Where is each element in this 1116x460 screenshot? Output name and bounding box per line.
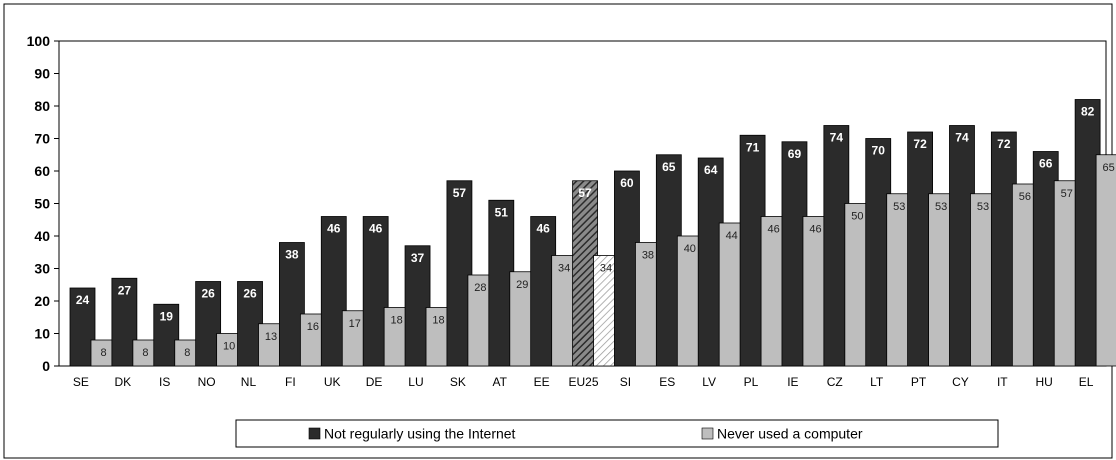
data-label-not-using-internet: 69 (788, 147, 802, 161)
x-tick-label: IS (159, 375, 170, 389)
bar-never-used-computer (1095, 154, 1116, 367)
data-label-never-used-computer: 53 (935, 201, 947, 213)
data-label-never-used-computer: 29 (516, 279, 528, 291)
data-label-never-used-computer: 50 (851, 211, 863, 223)
data-label-not-using-internet: 57 (453, 186, 467, 200)
data-label-not-using-internet: 46 (369, 222, 383, 236)
x-tick-label: FI (285, 375, 296, 389)
y-tick-label: 80 (34, 98, 50, 114)
data-label-never-used-computer: 53 (893, 201, 905, 213)
data-label-never-used-computer: 8 (100, 347, 106, 359)
data-label-never-used-computer: 38 (642, 250, 654, 262)
x-tick-label: NL (241, 375, 257, 389)
data-label-not-using-internet: 46 (537, 222, 551, 236)
x-axis: SE DK IS NO NL FI UK DE LU SK AT EE EU25 SI ES LV PL IE CZ… (73, 375, 1094, 389)
y-tick-label: 60 (34, 163, 50, 179)
bar-not-using-internet (278, 242, 305, 367)
x-tick-label: ES (659, 375, 675, 389)
legend-label-computer: Never used a computer (717, 426, 863, 442)
x-tick-label: SE (73, 375, 89, 389)
x-tick-label: DE (366, 375, 383, 389)
x-tick-label: HU (1036, 375, 1053, 389)
y-axis: 0 10 20 30 40 50 60 70 80 90 100 (27, 33, 59, 374)
x-tick-label: IE (787, 375, 798, 389)
data-label-not-using-internet: 60 (620, 176, 634, 190)
data-label-not-using-internet: 71 (746, 140, 760, 154)
y-tick-label: 40 (34, 228, 50, 244)
data-label-not-using-internet: 38 (285, 248, 299, 262)
data-label-not-using-internet: 51 (495, 205, 509, 219)
data-label-never-used-computer: 8 (184, 347, 190, 359)
data-label-never-used-computer: 8 (142, 347, 148, 359)
data-label-never-used-computer: 40 (684, 243, 696, 255)
data-label-never-used-computer: 34 (600, 263, 612, 275)
x-tick-label: NO (198, 375, 216, 389)
legend-swatch-computer (701, 427, 714, 440)
legend-label-internet: Not regularly using the Internet (324, 426, 516, 442)
y-tick-label: 10 (34, 326, 50, 342)
data-label-not-using-internet: 66 (1039, 157, 1053, 171)
x-tick-label: SK (450, 375, 466, 389)
x-tick-label: PL (744, 375, 759, 389)
data-label-not-using-internet: 46 (327, 222, 341, 236)
data-label-not-using-internet: 26 (243, 287, 257, 301)
data-label-not-using-internet: 64 (704, 163, 718, 177)
y-tick-label: 50 (34, 196, 50, 212)
x-tick-label: LT (870, 375, 884, 389)
data-label-never-used-computer: 28 (474, 282, 486, 294)
x-tick-label: LU (408, 375, 423, 389)
data-label-not-using-internet: 24 (76, 293, 90, 307)
data-label-not-using-internet: 82 (1081, 105, 1095, 119)
data-label-never-used-computer: 17 (349, 318, 361, 330)
data-label-never-used-computer: 18 (432, 315, 444, 327)
x-tick-label: PT (911, 375, 927, 389)
x-tick-label: IT (997, 375, 1008, 389)
y-tick-label: 100 (27, 33, 51, 49)
data-label-never-used-computer: 65 (1102, 162, 1114, 174)
data-label-never-used-computer: 46 (809, 224, 821, 236)
data-label-not-using-internet: 26 (201, 287, 215, 301)
y-tick-label: 90 (34, 66, 50, 82)
data-label-never-used-computer: 13 (265, 331, 277, 343)
x-tick-label: EL (1079, 375, 1094, 389)
x-tick-label: EU25 (568, 375, 598, 389)
data-label-never-used-computer: 34 (558, 263, 570, 275)
data-label-not-using-internet: 74 (830, 131, 844, 145)
x-tick-label: AT (493, 375, 508, 389)
y-tick-label: 70 (34, 131, 50, 147)
x-tick-label: UK (324, 375, 341, 389)
data-label-not-using-internet: 37 (411, 251, 425, 265)
y-tick-label: 0 (42, 358, 50, 374)
data-label-not-using-internet: 19 (160, 309, 174, 323)
data-label-not-using-internet: 72 (997, 137, 1011, 151)
data-label-not-using-internet: 72 (913, 137, 927, 151)
legend-box (235, 419, 999, 448)
data-label-never-used-computer: 53 (977, 201, 989, 213)
legend-swatch-internet (308, 427, 321, 440)
data-label-not-using-internet: 70 (872, 144, 886, 158)
data-label-never-used-computer: 46 (767, 224, 779, 236)
x-tick-label: DK (114, 375, 131, 389)
data-label-never-used-computer: 10 (223, 341, 235, 353)
x-tick-label: SI (620, 375, 631, 389)
x-tick-label: CZ (827, 375, 843, 389)
y-tick-label: 20 (34, 293, 50, 309)
x-tick-label: CY (952, 375, 969, 389)
data-label-never-used-computer: 16 (307, 321, 319, 333)
x-tick-label: EE (534, 375, 550, 389)
data-label-not-using-internet: 27 (118, 283, 132, 297)
data-label-never-used-computer: 18 (391, 315, 403, 327)
y-tick-label: 30 (34, 261, 50, 277)
x-tick-label: LV (702, 375, 716, 389)
legend: Not regularly using the Internet Never u… (235, 419, 999, 448)
data-label-not-using-internet: 65 (662, 160, 676, 174)
data-label-never-used-computer: 57 (1061, 188, 1073, 200)
data-label-never-used-computer: 44 (726, 230, 738, 242)
bars: 24 8 27 8 19 8 26 10 26 13 38 16 46 17 46 18 37 18 57 28 51 2… (69, 99, 1116, 367)
data-label-never-used-computer: 56 (1019, 191, 1031, 203)
data-label-not-using-internet: 74 (955, 131, 969, 145)
data-label-not-using-internet: 57 (578, 186, 592, 200)
